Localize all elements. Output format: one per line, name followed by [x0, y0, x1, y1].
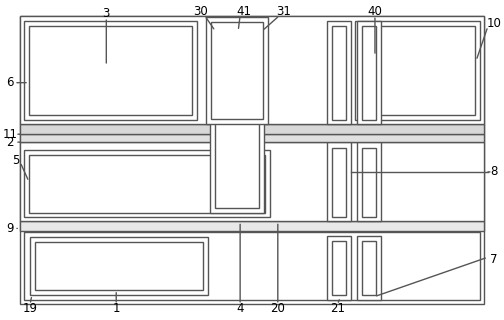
Text: 30: 30 — [193, 5, 208, 18]
Bar — [355, 21, 480, 120]
Bar — [357, 236, 381, 300]
Text: 2: 2 — [7, 136, 14, 149]
Bar — [20, 221, 484, 231]
Bar — [35, 242, 204, 290]
Bar — [29, 155, 265, 212]
Bar — [211, 22, 263, 119]
Text: 4: 4 — [236, 302, 244, 315]
Bar — [362, 26, 376, 120]
Bar — [210, 26, 264, 212]
Bar — [20, 142, 484, 221]
Bar — [215, 31, 259, 208]
Text: 5: 5 — [13, 154, 20, 166]
Bar — [357, 142, 381, 221]
Text: 31: 31 — [276, 5, 291, 18]
Bar — [328, 236, 351, 300]
Bar — [24, 232, 480, 300]
Text: 10: 10 — [486, 17, 501, 30]
Text: 40: 40 — [367, 5, 383, 18]
Text: 8: 8 — [490, 165, 497, 178]
Bar — [362, 241, 376, 295]
Text: 21: 21 — [330, 302, 345, 315]
Bar — [29, 26, 192, 116]
Bar — [207, 17, 268, 124]
Text: 20: 20 — [270, 302, 285, 315]
Bar — [20, 16, 484, 124]
Bar — [24, 150, 270, 218]
Bar — [332, 241, 346, 295]
Text: 6: 6 — [7, 76, 14, 89]
Bar — [362, 148, 376, 218]
Text: 9: 9 — [7, 222, 14, 235]
Bar — [20, 134, 484, 142]
Bar — [360, 26, 475, 116]
Bar — [332, 26, 346, 120]
Bar — [332, 148, 346, 218]
Text: 41: 41 — [236, 5, 251, 18]
Bar — [20, 124, 484, 134]
Bar — [30, 237, 209, 295]
Text: 3: 3 — [103, 7, 110, 20]
Text: 11: 11 — [3, 128, 18, 141]
Bar — [24, 21, 197, 120]
Bar — [328, 21, 351, 124]
Bar — [328, 142, 351, 221]
Text: 19: 19 — [23, 302, 37, 315]
Text: 7: 7 — [490, 252, 497, 266]
Text: 1: 1 — [112, 302, 120, 315]
Bar — [357, 21, 381, 124]
